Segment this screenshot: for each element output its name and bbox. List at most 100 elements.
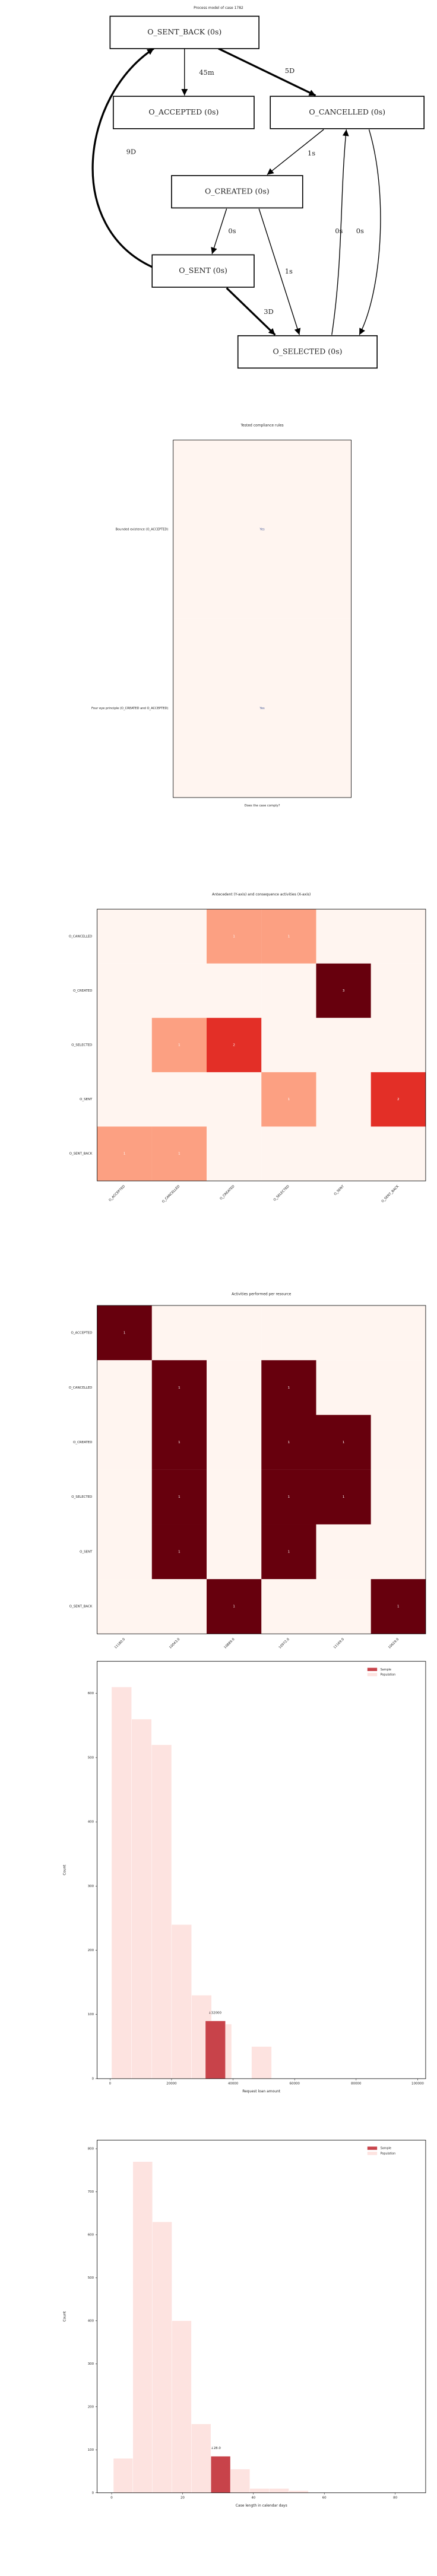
bar: [205, 2021, 226, 2079]
cell: [316, 1018, 371, 1072]
cell: [207, 1305, 262, 1361]
y-tick-label: O_ACCEPTED: [71, 1332, 93, 1335]
x-tick-label: O_SENT_BACK: [381, 1184, 400, 1203]
x-tick-label: O_CANCELLED: [162, 1184, 180, 1203]
legend-label: Sample: [381, 2147, 391, 2151]
frame: [173, 440, 352, 798]
edge: [218, 47, 316, 97]
cell-label: 1: [178, 1152, 180, 1156]
bar: [289, 2490, 309, 2493]
edge: [226, 287, 276, 336]
frame: [97, 909, 426, 1181]
edge-label: 9D: [126, 147, 136, 155]
edge: [91, 47, 154, 268]
chart-title: Antecedent (Y-axis) and consequence acti…: [212, 892, 311, 897]
chart-title: Activities performed per resource: [232, 1292, 292, 1296]
cell: [97, 1524, 152, 1580]
cell: [207, 1018, 262, 1072]
cell-label: 1: [178, 1441, 180, 1444]
x-tick-label: 10889.0: [223, 1637, 236, 1650]
cell: [97, 1305, 152, 1361]
cell: [97, 1126, 152, 1181]
cell-label: 1: [124, 1332, 125, 1335]
legend-swatch: [367, 2152, 378, 2155]
node: [270, 96, 425, 129]
cell: [370, 1579, 426, 1634]
cell: [316, 909, 371, 964]
x-tick-label: O_ACCEPTED: [109, 1184, 126, 1202]
cell: [370, 909, 426, 964]
y-tick-label: O_SENT_BACK: [69, 1605, 93, 1609]
x-tick-label: O_SELECTED: [273, 1184, 290, 1202]
cell: [370, 1360, 426, 1415]
edge-label: 0s: [356, 227, 364, 235]
cell: [261, 963, 316, 1018]
cell: [261, 1360, 316, 1415]
cell: [261, 1126, 316, 1181]
edge: [258, 208, 301, 335]
legend-label: Population: [381, 1673, 396, 1676]
edge-label: 1s: [285, 267, 293, 275]
cell: [151, 909, 207, 964]
cell: [97, 963, 152, 1018]
bar: [172, 2320, 192, 2493]
x-tick-label: 100000: [411, 2082, 424, 2086]
x-tick-label: 40: [251, 2496, 255, 2499]
cell: [97, 1072, 152, 1127]
cell: [261, 909, 316, 964]
cell: [207, 1524, 262, 1580]
y-tick-label: O_CANCELLED: [69, 935, 93, 938]
cell: [207, 1469, 262, 1524]
cell: [370, 1415, 426, 1470]
cell-label: 1: [233, 1605, 235, 1609]
bar: [151, 1745, 172, 2079]
x-tick-label: 10972.0: [278, 1637, 291, 1650]
cell-label: 1: [288, 1441, 290, 1444]
cell: [151, 963, 207, 1018]
cell: [97, 1360, 152, 1415]
annotation: ↓28.0: [211, 2447, 221, 2450]
y-axis-label: Count: [63, 1864, 67, 1875]
x-tick-label: 40000: [228, 2082, 239, 2086]
x-tick-label: 0: [110, 2496, 113, 2499]
cell-label: 1: [178, 1044, 180, 1047]
cell: [207, 1072, 262, 1127]
y-tick-label: 400: [88, 1821, 94, 1824]
edge-label: 45m: [199, 68, 214, 77]
cell: [370, 1126, 426, 1181]
bar: [251, 2046, 272, 2079]
cell: [370, 963, 426, 1018]
bar: [131, 1719, 152, 2079]
cell-label: 1: [124, 1152, 125, 1156]
cell: [316, 1469, 371, 1524]
node-label: O_SENT (0s): [179, 266, 227, 275]
cell: [261, 1415, 316, 1470]
cell: [207, 1579, 262, 1634]
bar: [269, 2488, 289, 2493]
cell: [97, 1469, 152, 1524]
cell: [151, 1579, 207, 1634]
y-tick-label: O_SENT_BACK: [69, 1152, 93, 1156]
y-axis-label: Count: [63, 2311, 67, 2321]
frame: [97, 1305, 426, 1634]
cell-label: 1: [343, 1441, 344, 1444]
y-tick-label: O_SELECTED: [71, 1044, 92, 1047]
cell: [316, 1415, 371, 1470]
y-tick-label: 600: [88, 1692, 94, 1695]
legend-swatch: [367, 1673, 378, 1676]
cell: [261, 1579, 316, 1634]
cell-label: 2: [233, 1044, 235, 1047]
x-axis-label: Case length in calendar days: [236, 2504, 287, 2508]
y-tick-label: 700: [88, 2190, 94, 2194]
cell: [207, 963, 262, 1018]
cell: [316, 1305, 371, 1361]
cell-label: Yes: [259, 707, 265, 710]
frame: [97, 2140, 426, 2494]
chart-title: Tested compliance rules: [240, 424, 284, 428]
bar: [111, 1686, 132, 2079]
cell: [151, 1469, 207, 1524]
cell: [207, 1415, 262, 1470]
bar: [230, 2469, 251, 2493]
cell: [151, 1415, 207, 1470]
legend-label: Population: [381, 2152, 396, 2155]
